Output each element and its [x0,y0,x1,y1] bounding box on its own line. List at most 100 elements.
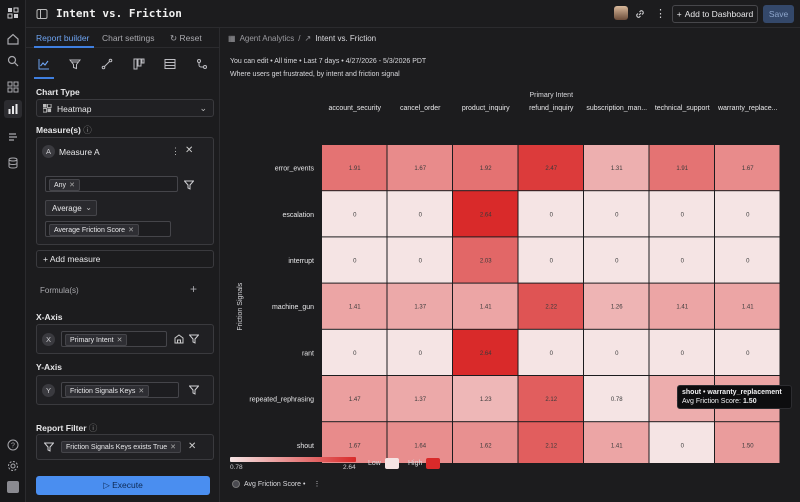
close-icon[interactable]: ✕ [188,441,197,452]
heatmap-cell [649,145,714,191]
measure-field-input[interactable]: Average Friction Score ✕ [45,221,171,237]
add-to-dashboard-button[interactable]: + Add to Dashboard [672,5,758,23]
measure-filter-input[interactable]: Any ✕ [45,176,178,192]
cell-value-label: 0 [550,351,554,357]
breadcrumb: ▦ Agent Analytics / ↗ Intent vs. Frictio… [228,34,376,43]
aggregation-select[interactable]: Average ⌄ [45,200,97,216]
user-avatar[interactable] [6,480,20,494]
heatmap-cell [584,191,649,237]
heatmap-cell [649,422,714,463]
filter-icon[interactable] [188,385,200,395]
active-tab-indicator [34,46,94,48]
chart-tool-row [26,54,220,76]
cell-value-label: 2.12 [545,443,557,449]
cell-value-label: 0 [550,212,554,218]
formulas-label: Formula(s) [40,286,79,295]
tooltip-metric-label: Avg Friction Score: [682,398,742,405]
chart-type-select[interactable]: Heatmap ⌄ [36,99,214,117]
more-options-icon[interactable]: ⋮ [313,481,321,488]
cell-value-label: 1.26 [611,305,623,311]
sidebar-toggle-icon[interactable] [36,8,48,20]
cell-value-label: 2.47 [545,166,557,172]
cell-value-label: 1.67 [349,443,361,449]
save-button[interactable]: Save [763,5,794,23]
retention-chart-icon[interactable] [132,57,146,71]
legend-low-label: Low [368,460,381,467]
y-tick-label: rant [302,350,314,357]
flows-icon[interactable] [6,130,20,144]
dashboards-icon[interactable] [6,80,20,94]
execute-button[interactable]: ▷ Execute [36,476,210,495]
cell-value-label: 0 [681,443,685,449]
reports-icon[interactable] [4,100,22,118]
tab-report-builder[interactable]: Report builder [36,33,90,43]
app-rail: ? [0,0,26,502]
report-title[interactable]: Intent vs. Friction [56,7,182,20]
trend-chart-icon[interactable] [37,57,51,71]
search-icon[interactable] [6,54,20,68]
table-view-icon[interactable] [163,57,177,71]
add-formula-plus-icon[interactable]: + [190,282,198,296]
cell-value-label: 0 [615,212,619,218]
cell-value-label: 1.31 [611,166,623,172]
remove-chip-icon[interactable]: ✕ [128,227,134,234]
heatmap-cell [322,376,387,422]
measure-name[interactable]: Measure A [59,147,100,157]
help-icon[interactable]: ? [6,438,20,452]
home-icon[interactable] [6,32,20,46]
add-measure-button[interactable]: + Add measure [36,250,214,268]
heatmap-cell [715,145,780,191]
cell-value-label: 1.47 [349,397,361,403]
add-to-dashboard-label: Add to Dashboard [684,9,754,19]
heatmap-cell [387,191,452,237]
app-logo-icon[interactable] [6,6,20,20]
legend-high-label: High [408,460,423,467]
cell-value-label: 1.23 [480,397,492,403]
measure-legend[interactable]: Avg Friction Score • ⋮ [232,480,320,488]
y-axis-field-input[interactable]: Friction Signals Keys ✕ [61,382,179,398]
filter-icon[interactable] [188,334,200,344]
heatmap-cell [387,283,452,329]
path-chart-icon[interactable] [100,57,114,71]
y-axis-field-chip[interactable]: Friction Signals Keys ✕ [65,385,150,397]
heatmap-cell [649,329,714,375]
x-tick-label: account_security [328,105,381,112]
measure-more-icon[interactable]: ⋮ [171,146,180,156]
breadcrumb-root[interactable]: Agent Analytics [239,34,295,43]
heatmap-cell [715,237,780,283]
link-icon[interactable] [634,8,646,20]
remove-chip-icon[interactable]: ✕ [116,337,123,344]
bucket-icon[interactable] [174,334,184,344]
plus-icon: + [676,9,682,19]
x-tick-label: warranty_replace... [717,105,778,112]
close-icon[interactable]: ✕ [185,145,194,156]
filter-chip-any[interactable]: Any ✕ [49,179,80,191]
cell-value-label: 1.41 [480,305,492,311]
owner-avatar[interactable] [614,6,628,20]
tab-chart-settings[interactable]: Chart settings [102,33,155,43]
settings-gear-icon[interactable] [6,459,20,473]
remove-chip-icon[interactable]: ✕ [69,182,75,189]
x-axis-field-chip[interactable]: Primary Intent ✕ [65,334,128,346]
measure-legend-label: Avg Friction Score • [244,480,306,488]
remove-chip-icon[interactable]: ✕ [170,444,177,451]
cell-value-label: 0 [681,351,685,357]
x-tick-label: refund_inquiry [529,105,574,112]
reset-button[interactable]: ↻ Reset [170,33,202,44]
cell-value-label: 1.50 [742,443,754,449]
report-filter-chip[interactable]: Friction Signals Keys exists True ✕ [61,441,182,453]
heatmap-cell [649,237,714,283]
measure-field-chip[interactable]: Average Friction Score ✕ [49,224,139,236]
funnel-chart-icon[interactable] [68,57,82,71]
cell-value-label: 1.37 [414,397,426,403]
flow-chart-icon[interactable] [195,57,209,71]
top-bar: Intent vs. Friction ⋮ + Add to Dashboard… [26,0,800,28]
more-options-icon[interactable]: ⋮ [655,8,666,20]
filter-icon[interactable] [183,180,195,190]
x-axis-title: Primary Intent [529,92,573,99]
x-axis-field-input[interactable]: Primary Intent ✕ [61,331,167,347]
remove-chip-icon[interactable]: ✕ [138,388,145,395]
cell-value-label: 0 [746,259,750,265]
cell-value-label: 0 [353,351,357,357]
database-icon[interactable] [6,156,20,170]
